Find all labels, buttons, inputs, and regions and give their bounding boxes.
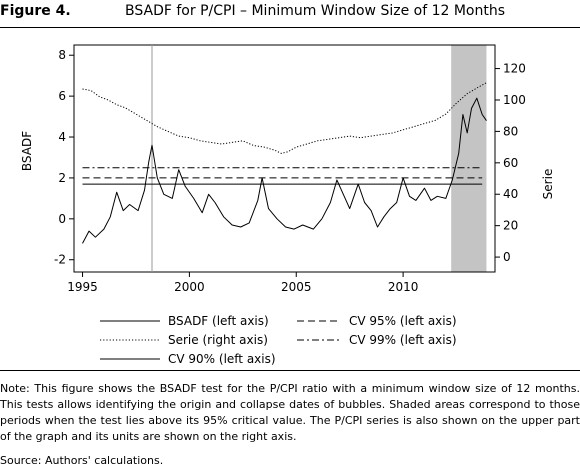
legend-label: BSADF (left axis) bbox=[168, 314, 269, 328]
legend-swatch-solid bbox=[100, 320, 160, 322]
legend-item-bsadf: BSADF (left axis) bbox=[100, 312, 269, 330]
y-tick-label-right: 120 bbox=[503, 62, 526, 76]
legend-item-cv95: CV 95% (left axis) bbox=[297, 312, 457, 330]
note-rule bbox=[0, 370, 580, 371]
series-line-0 bbox=[82, 97, 487, 244]
y-axis-label-right: Serie bbox=[541, 169, 555, 200]
legend-label: Serie (right axis) bbox=[168, 333, 268, 347]
y-tick-label-left: 2 bbox=[58, 171, 66, 185]
y-tick-label-left: 8 bbox=[58, 48, 66, 62]
shaded-region bbox=[451, 45, 487, 272]
y-tick-label-left: 6 bbox=[58, 89, 66, 103]
legend-item-cv99: CV 99% (left axis) bbox=[297, 331, 457, 349]
figure-note: Note: This figure shows the BSADF test f… bbox=[0, 382, 580, 443]
y-tick-label-right: 0 bbox=[503, 250, 511, 264]
legend-swatch-dashed bbox=[297, 320, 341, 322]
y-tick-label-right: 20 bbox=[503, 219, 518, 233]
legend-label: CV 95% (left axis) bbox=[349, 314, 457, 328]
y-tick-label-right: 80 bbox=[503, 124, 518, 138]
x-tick-label: 2000 bbox=[174, 280, 205, 294]
series-layer bbox=[82, 82, 487, 244]
legend-swatch-dashdot bbox=[297, 339, 341, 341]
x-tick-label: 2010 bbox=[388, 280, 419, 294]
figure-header: Figure 4. BSADF for P/CPI – Minimum Wind… bbox=[0, 0, 580, 34]
legend-swatch-dotted bbox=[100, 339, 160, 341]
legend-item-serie: Serie (right axis) bbox=[100, 331, 268, 349]
legend: BSADF (left axis) Serie (right axis) CV … bbox=[0, 308, 580, 372]
y-axis-label-left: BSADF bbox=[20, 131, 34, 171]
legend-label: CV 90% (left axis) bbox=[168, 352, 276, 366]
figure-title: BSADF for P/CPI – Minimum Window Size of… bbox=[125, 3, 506, 19]
y-tick-label-left: 0 bbox=[58, 212, 66, 226]
series-line-1 bbox=[82, 82, 487, 154]
y-tick-label-right: 100 bbox=[503, 93, 526, 107]
figure-source: Source: Authors' calculations. bbox=[0, 454, 164, 467]
plot-frame bbox=[73, 44, 496, 273]
header-rule bbox=[0, 27, 580, 28]
y-tick-label-right: 60 bbox=[503, 156, 518, 170]
x-tick-label: 2005 bbox=[281, 280, 312, 294]
legend-swatch-solid bbox=[100, 358, 160, 360]
shaded-regions bbox=[451, 45, 487, 272]
figure-label: Figure 4. bbox=[0, 3, 71, 19]
legend-label: CV 99% (left axis) bbox=[349, 333, 457, 347]
legend-item-cv90: CV 90% (left axis) bbox=[100, 350, 276, 368]
x-tick-label: 1995 bbox=[67, 280, 98, 294]
y-tick-label-left: -2 bbox=[54, 253, 66, 267]
y-tick-label-left: 4 bbox=[58, 130, 66, 144]
y-tick-label-right: 40 bbox=[503, 187, 518, 201]
